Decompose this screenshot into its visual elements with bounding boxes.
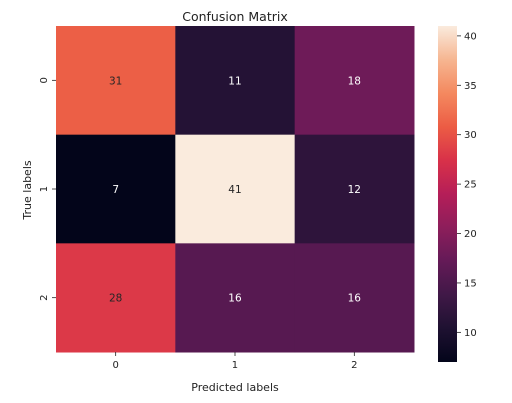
heatmap-cell <box>294 134 415 244</box>
colorbar-tick-label: 10 <box>464 328 477 339</box>
colorbar-tick-label: 35 <box>464 81 477 92</box>
x-tick-label: 0 <box>112 360 118 371</box>
y-tick-label: 1 <box>39 186 50 192</box>
cell-value-label: 7 <box>112 184 119 196</box>
colorbar-tick-label: 15 <box>464 278 477 289</box>
cell-value-label: 41 <box>228 184 241 196</box>
colorbar <box>438 26 457 362</box>
colorbar-tick-label: 20 <box>464 229 477 240</box>
colorbar-tick-label: 25 <box>464 180 477 191</box>
y-tick-label: 2 <box>39 294 50 300</box>
x-tick-label: 2 <box>351 360 357 371</box>
cell-value-label: 31 <box>109 75 122 87</box>
cell-value-label: 16 <box>228 293 242 305</box>
cell-value-label: 28 <box>109 293 122 305</box>
heatmap-cells <box>56 26 415 353</box>
chart-title: Confusion Matrix <box>182 9 288 24</box>
cell-value-label: 12 <box>348 184 361 196</box>
heatmap-cell <box>175 26 296 136</box>
x-tick-label: 1 <box>232 360 238 371</box>
heatmap-cell <box>56 243 176 353</box>
cell-value-label: 16 <box>348 293 362 305</box>
y-tick-label: 0 <box>39 77 50 83</box>
heatmap-cell <box>175 243 296 353</box>
x-axis-ticks: 0 1 2 <box>112 352 358 371</box>
colorbar-gradient <box>438 26 457 362</box>
heatmap-cell <box>294 26 415 136</box>
cell-value-label: 11 <box>228 75 241 87</box>
y-axis-ticks: 0 1 2 <box>39 77 56 301</box>
x-axis-label: Predicted labels <box>191 381 279 394</box>
heatmap-cell <box>175 134 296 244</box>
cell-value-label: 18 <box>348 75 361 87</box>
heatmap-cell <box>56 26 176 136</box>
colorbar-tick-label: 40 <box>464 31 477 42</box>
heatmap-cell <box>294 243 415 353</box>
heatmap-cell <box>56 134 176 244</box>
colorbar-ticks: 10 15 20 25 30 35 40 <box>457 31 477 339</box>
heatmap-cell-labels: 31 11 18 7 41 12 28 16 16 <box>109 75 361 304</box>
y-axis-label: True labels <box>21 160 34 220</box>
colorbar-tick-label: 30 <box>464 130 477 141</box>
